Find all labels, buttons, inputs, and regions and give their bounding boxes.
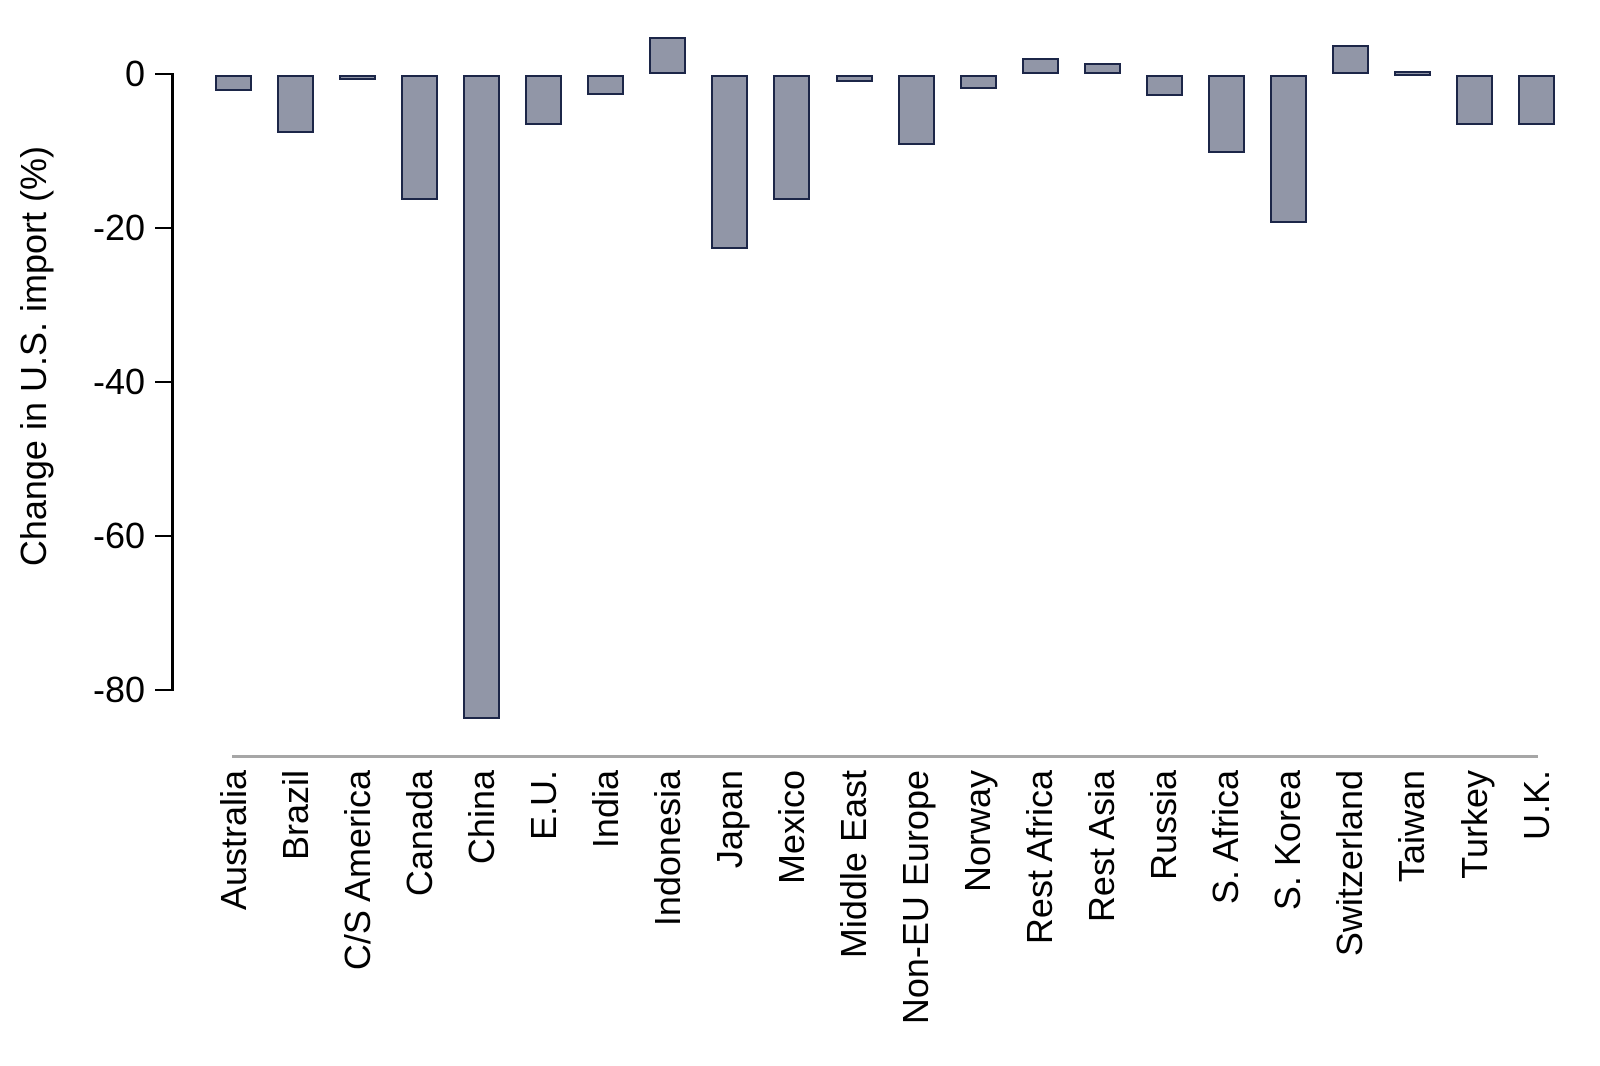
- x-tick-label-rest-africa: Rest Africa: [1019, 770, 1061, 945]
- x-tick-label-japan: Japan: [708, 770, 750, 869]
- bar-turkey: [1456, 74, 1493, 125]
- bar-china: [463, 74, 501, 720]
- bar-middle-east: [835, 74, 873, 82]
- x-tick-label-indonesia: Indonesia: [646, 770, 688, 927]
- x-tick-label-c-s-america: C/S America: [336, 770, 378, 971]
- bar-rest-asia: [1083, 62, 1121, 74]
- x-axis-line: [232, 755, 1539, 758]
- bar-s-korea: [1269, 74, 1307, 223]
- y-tick-mark: [155, 380, 171, 384]
- bar-russia: [1145, 74, 1183, 97]
- bar-rest-africa: [1021, 58, 1059, 74]
- x-tick-label-rest-asia: Rest Asia: [1081, 770, 1123, 923]
- y-tick-label: 0: [124, 53, 145, 94]
- x-tick-label-middle-east: Middle East: [833, 770, 874, 959]
- y-tick-label: -40: [92, 361, 145, 402]
- y-tick-mark: [155, 688, 171, 692]
- bar-non-eu-europe: [897, 74, 935, 145]
- bar-switzerland: [1331, 44, 1369, 74]
- x-tick-label-canada: Canada: [398, 770, 440, 897]
- x-tick-label-turkey: Turkey: [1453, 770, 1495, 879]
- bar-japan: [711, 74, 749, 249]
- bar-brazil: [277, 74, 315, 134]
- y-tick-label: -80: [92, 669, 145, 710]
- x-tick-label-switzerland: Switzerland: [1329, 770, 1371, 957]
- x-tick-label-s-korea: S. Korea: [1267, 770, 1309, 911]
- bar-canada: [401, 74, 439, 201]
- bar-norway: [959, 74, 997, 89]
- y-tick-mark: [155, 534, 171, 538]
- x-tick-label-s-africa: S. Africa: [1205, 770, 1247, 905]
- y-tick-mark: [155, 72, 171, 76]
- bar-mexico: [773, 74, 811, 201]
- bar-c-s-america: [339, 74, 377, 81]
- y-tick-label: -60: [92, 515, 145, 556]
- x-tick-label-norway: Norway: [957, 770, 999, 893]
- x-tick-label-russia: Russia: [1143, 770, 1185, 881]
- x-tick-label-china: China: [460, 770, 502, 865]
- bar-indonesia: [649, 36, 687, 74]
- x-tick-label-taiwan: Taiwan: [1391, 770, 1433, 883]
- y-axis-line: [171, 72, 174, 692]
- x-tick-label-brazil: Brazil: [274, 770, 316, 861]
- bar-s-africa: [1207, 74, 1245, 154]
- x-tick-label-mexico: Mexico: [770, 770, 812, 885]
- x-tick-label-india: India: [584, 770, 626, 849]
- bar-e-u: [525, 74, 563, 125]
- bar-australia: [215, 74, 252, 91]
- x-tick-label-australia: Australia: [212, 770, 254, 911]
- y-tick-label: -20: [92, 207, 145, 248]
- bar-u-k: [1518, 74, 1556, 125]
- y-tick-mark: [155, 226, 171, 230]
- bar-india: [587, 74, 625, 95]
- x-tick-label-e-u: E.U.: [522, 770, 564, 841]
- x-tick-label-u-k: U.K.: [1515, 770, 1557, 841]
- bar-taiwan: [1393, 70, 1431, 76]
- x-tick-label-non-eu-europe: Non-EU Europe: [895, 770, 937, 1025]
